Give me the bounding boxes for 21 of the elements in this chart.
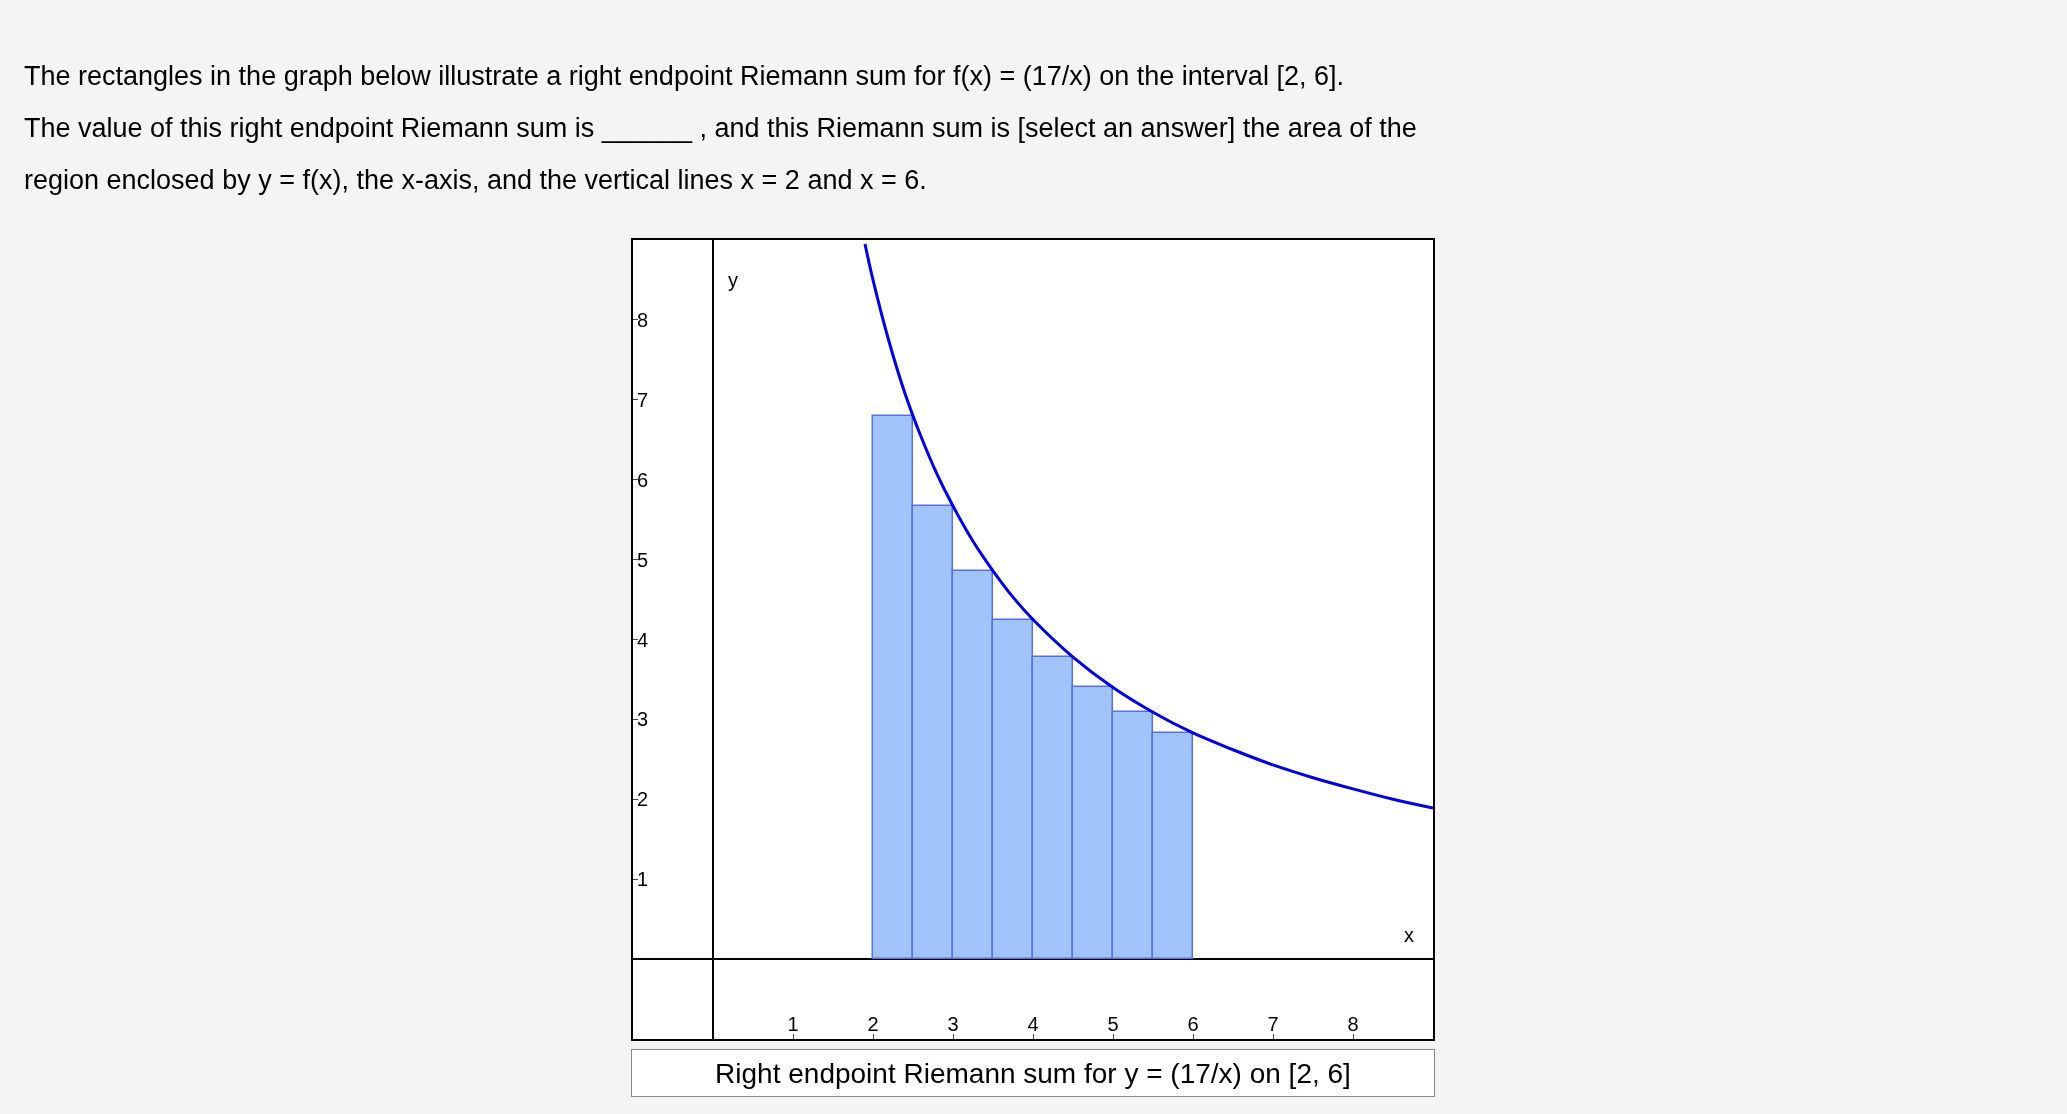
y-tick-label: 5 <box>637 548 649 571</box>
x-tick-label: 7 <box>1267 1013 1279 1035</box>
y-axis-title: y <box>728 269 738 291</box>
y-tick-label: 7 <box>637 388 649 411</box>
x-tick-label: 5 <box>1107 1013 1119 1035</box>
x-tick-label: 3 <box>947 1013 959 1035</box>
chart-title: The rectangles in the graph below illustrate a right endpoint Riemann sum for f(x) = (17/x) on the interval [2, 6]. The value of this right endpoint Riemann sum is ______ , and this Riemann sum is [select an answer] the area of the region enclosed by y = f(x), the x-axis, and the vertical lines x = 2 and x = 6. <box>24 61 1417 195</box>
line-series <box>863 242 1433 810</box>
x-tick-label: 2 <box>867 1013 879 1035</box>
y-tick-label: 6 <box>637 468 649 491</box>
x-tick-label: 1 <box>787 1013 799 1035</box>
x-axis-title: x <box>1404 924 1414 946</box>
y-tick-label: 4 <box>637 628 649 651</box>
x-tick-label: 4 <box>1027 1013 1039 1035</box>
y-tick-label: 3 <box>637 708 649 731</box>
y-tick-label: 1 <box>637 868 649 891</box>
text: Right endpoint Riemann sum for y = (17/x) on [2, 6] <box>715 1057 1351 1089</box>
y-tick-label: 2 <box>637 788 649 811</box>
x-tick-label: 8 <box>1347 1013 1359 1035</box>
x-tick-label: 6 <box>1187 1013 1199 1035</box>
y-tick-label: 8 <box>637 308 649 331</box>
